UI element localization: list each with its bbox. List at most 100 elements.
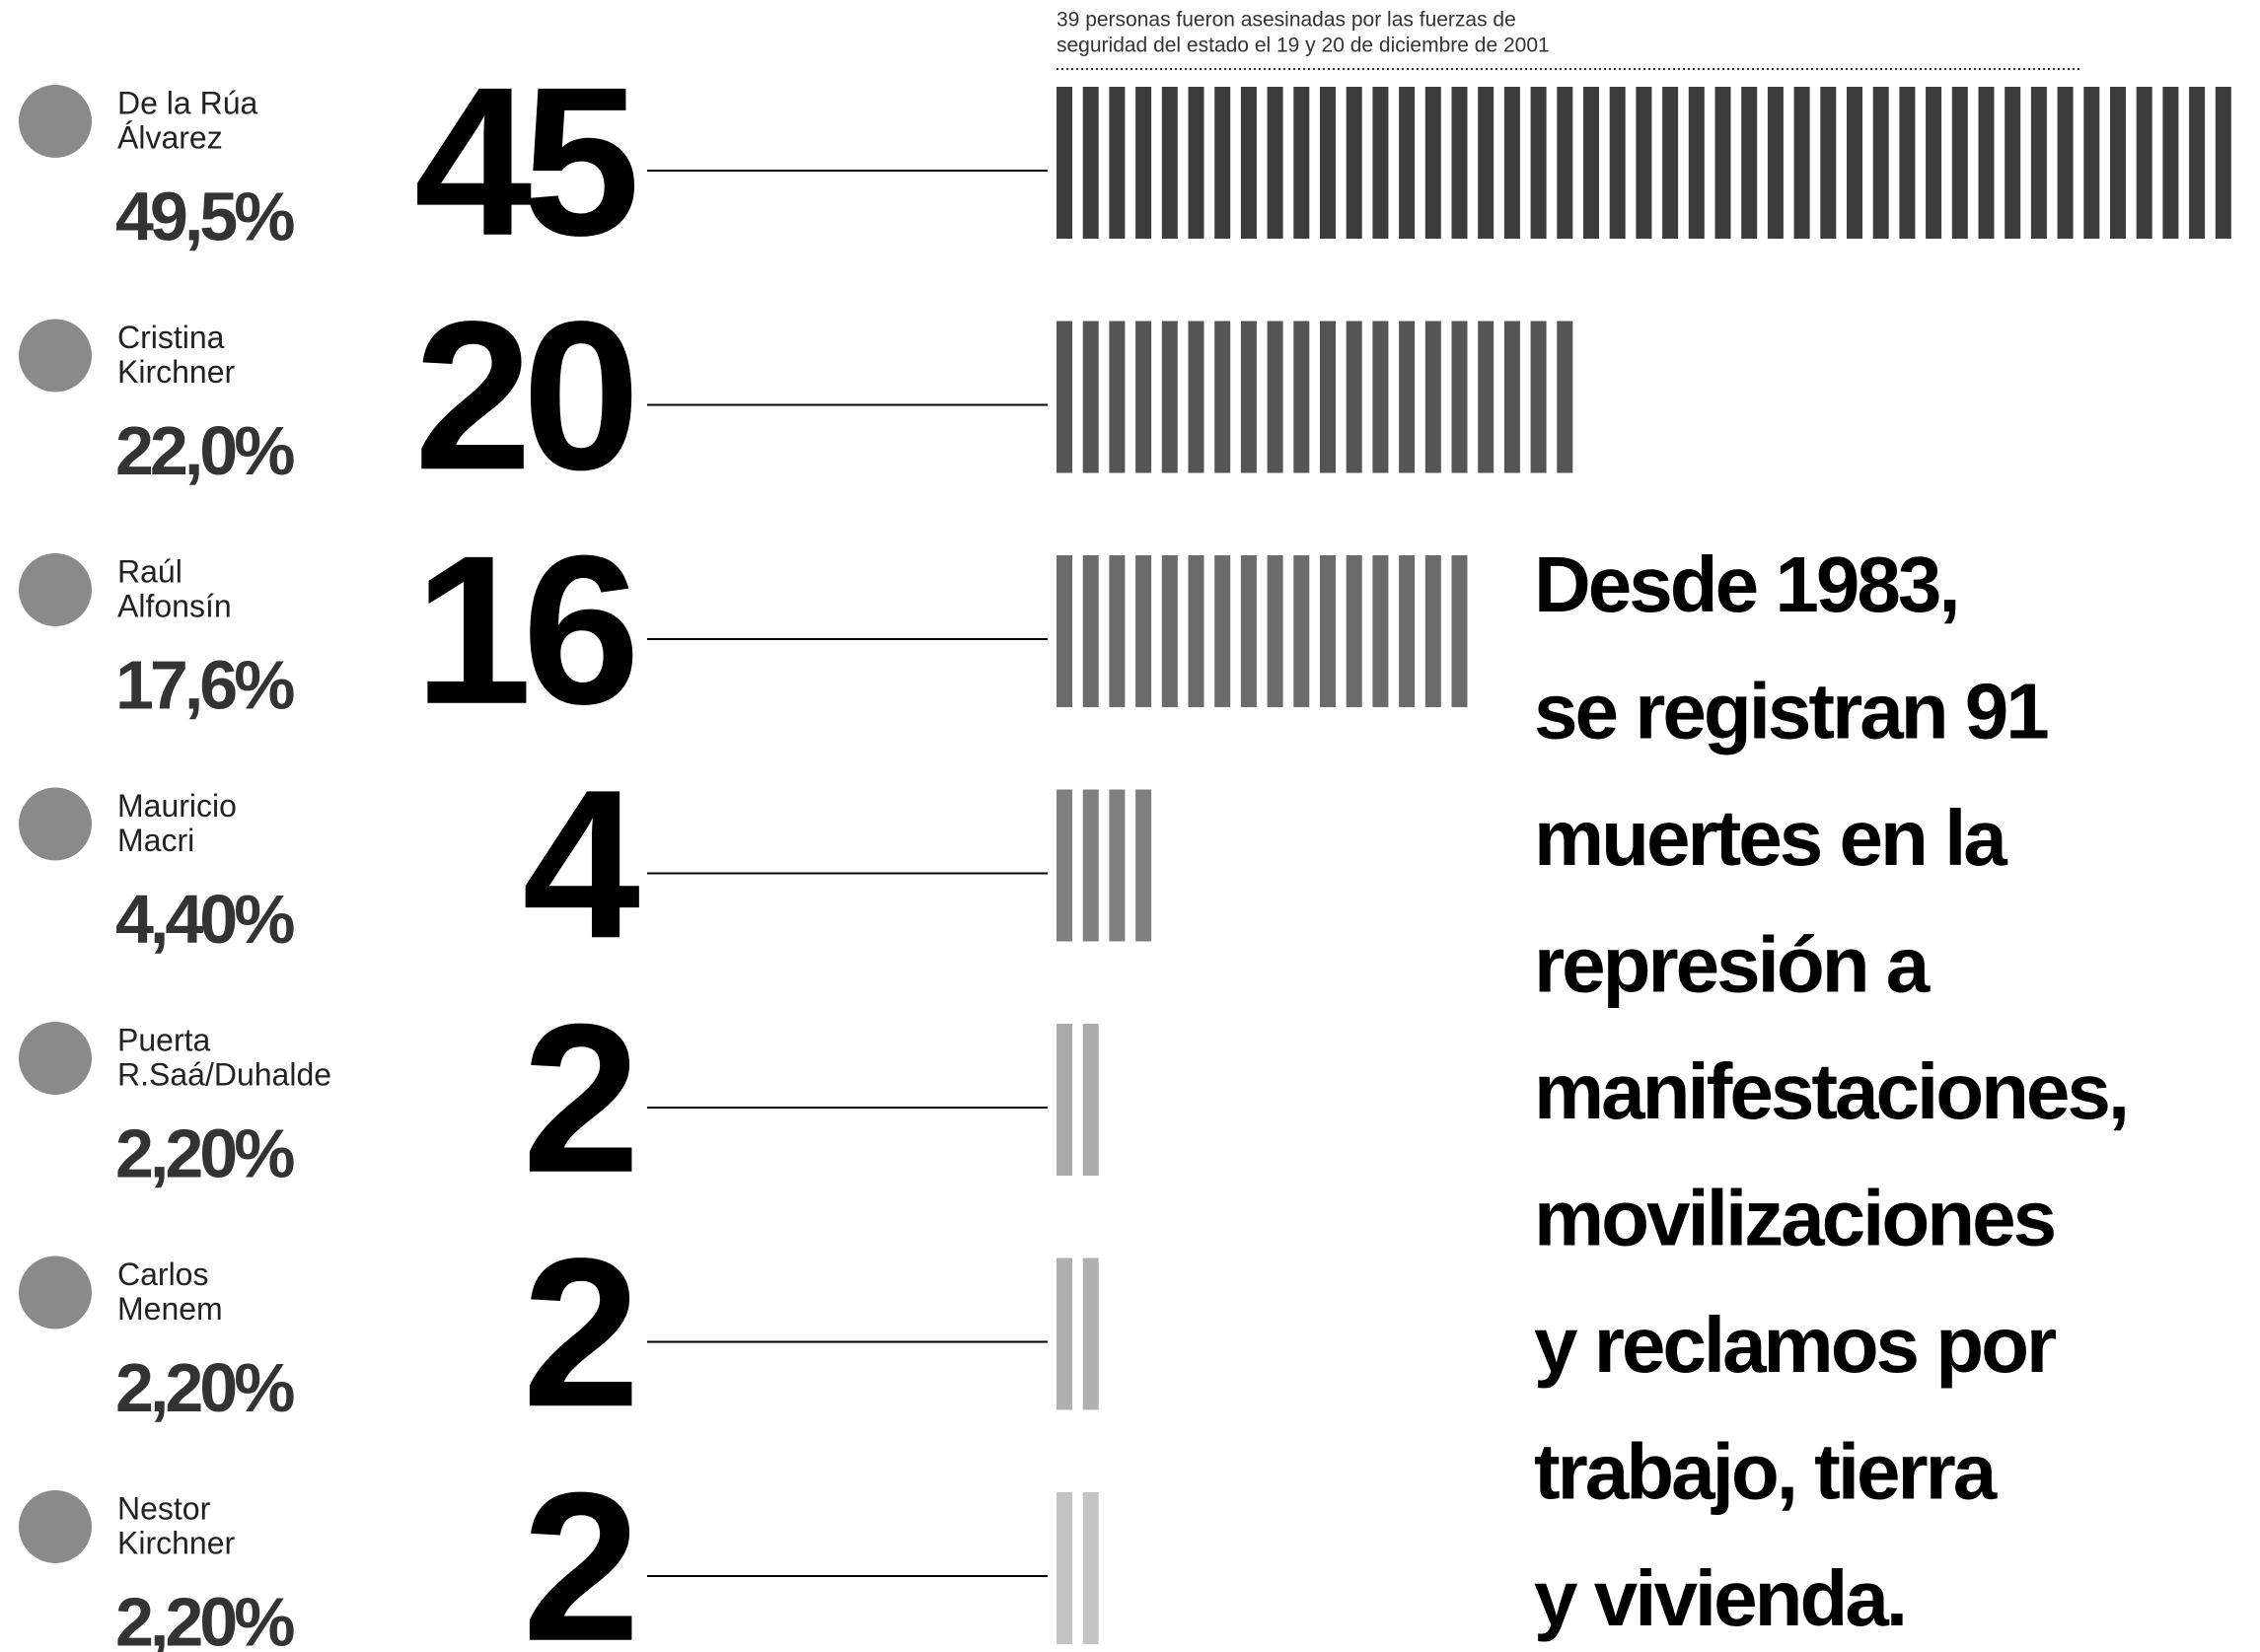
tally-stick: [2162, 87, 2178, 239]
tally-bar: [1057, 1258, 1099, 1410]
statement-line: muertes en la: [1534, 794, 2007, 882]
tally-stick: [2189, 87, 2205, 239]
name: Alfonsín: [117, 588, 232, 623]
tally-stick: [1873, 87, 1889, 239]
share-label: 2,20%: [115, 1349, 294, 1426]
name: Raúl: [117, 553, 182, 589]
tally-stick: [1979, 87, 1995, 239]
statement-line: manifestaciones,: [1534, 1047, 2127, 1135]
name: Cristina: [117, 320, 225, 355]
tally-stick: [1135, 555, 1151, 707]
annotation: seguridad del estado el 19 y 20 de dicie…: [1057, 35, 1550, 57]
tally-stick: [1425, 555, 1441, 707]
avatar: [19, 1490, 92, 1563]
tally-stick: [2031, 87, 2047, 239]
tally-stick: [1083, 555, 1099, 707]
tally-stick: [1636, 87, 1651, 239]
tally-stick: [1531, 322, 1547, 473]
tally-stick: [1162, 87, 1178, 239]
tally-stick: [1372, 555, 1388, 707]
tally-stick: [1347, 322, 1362, 473]
avatar: [19, 320, 92, 393]
count-label: 2: [522, 1213, 631, 1451]
name: De la Rúa: [117, 85, 258, 120]
tally-stick: [1662, 87, 1678, 239]
statement-line: represión a: [1534, 921, 1931, 1009]
tally-bar: [1057, 322, 1572, 473]
name: Menem: [117, 1291, 223, 1327]
tally-stick: [1241, 555, 1257, 707]
tally-stick: [1741, 87, 1757, 239]
tally-stick: [1504, 87, 1520, 239]
name: Kirchner: [117, 1525, 236, 1560]
tally-stick: [2005, 87, 2020, 239]
tally-bar: [1057, 790, 1151, 942]
tally-stick: [2058, 87, 2074, 239]
tally-bar: [1057, 555, 1468, 707]
tally-stick: [1214, 87, 1230, 239]
avatar: [19, 1257, 92, 1329]
tally-stick: [1768, 87, 1784, 239]
tally-bar: [1057, 1024, 1099, 1176]
share-label: 49,5%: [115, 178, 294, 254]
tally-stick: [1347, 87, 1362, 239]
name: Puerta: [117, 1022, 210, 1057]
tally-stick: [1320, 555, 1336, 707]
tally-stick: [1109, 790, 1125, 942]
tally-stick: [1268, 555, 1283, 707]
avatar: [19, 85, 92, 158]
tally-stick: [1189, 555, 1204, 707]
tally-stick: [1057, 322, 1072, 473]
tally-stick: [1478, 87, 1494, 239]
tally-stick: [1715, 87, 1731, 239]
tally-stick: [1557, 322, 1572, 473]
tally-stick: [1057, 87, 1072, 239]
tally-stick: [1320, 87, 1336, 239]
tally-stick: [1399, 87, 1415, 239]
tally-stick: [1083, 322, 1099, 473]
tally-stick: [1557, 87, 1572, 239]
tally-stick: [1293, 322, 1309, 473]
tally-stick: [1189, 87, 1204, 239]
count-label: 16: [414, 511, 633, 749]
tally-stick: [1057, 1258, 1072, 1410]
tally-stick: [1610, 87, 1626, 239]
tally-stick: [1689, 87, 1705, 239]
tally-stick: [1399, 322, 1415, 473]
name: Nestor: [117, 1490, 211, 1526]
share-label: 22,0%: [115, 412, 294, 489]
count-label: 20: [414, 276, 632, 514]
tally-stick: [1952, 87, 1968, 239]
tally-stick: [1083, 1492, 1099, 1644]
tally-stick: [1162, 322, 1178, 473]
tally-stick: [2137, 87, 2152, 239]
tally-stick: [1372, 322, 1388, 473]
tally-stick: [1293, 87, 1309, 239]
statement-line: movilizaciones: [1534, 1175, 2055, 1262]
tally-stick: [1189, 322, 1204, 473]
tally-stick: [1372, 87, 1388, 239]
avatar: [19, 788, 92, 861]
count-label: 4: [522, 745, 639, 982]
name: R.Saá/Duhalde: [117, 1056, 331, 1092]
tally-stick: [1083, 1258, 1099, 1410]
tally-stick: [1293, 555, 1309, 707]
tally-stick: [1452, 322, 1468, 473]
tally-stick: [1083, 790, 1099, 942]
statement-line: Desde 1983,: [1534, 540, 1958, 628]
tally-stick: [1057, 555, 1072, 707]
tally-stick: [1926, 87, 1941, 239]
infographic: 39 personas fueron asesinadas por las fu…: [0, 0, 2260, 1652]
tally-stick: [1425, 87, 1441, 239]
tally-stick: [1268, 322, 1283, 473]
tally-stick: [1109, 322, 1125, 473]
annotation: 39 personas fueron asesinadas por las fu…: [1057, 9, 1516, 32]
tally-stick: [1899, 87, 1915, 239]
name: Álvarez: [117, 119, 223, 155]
tally-stick: [1057, 1492, 1072, 1644]
tally-stick: [1847, 87, 1862, 239]
share-label: 2,20%: [115, 1114, 294, 1191]
share-label: 17,6%: [115, 646, 294, 723]
tally-stick: [1478, 322, 1494, 473]
tally-stick: [1109, 555, 1125, 707]
